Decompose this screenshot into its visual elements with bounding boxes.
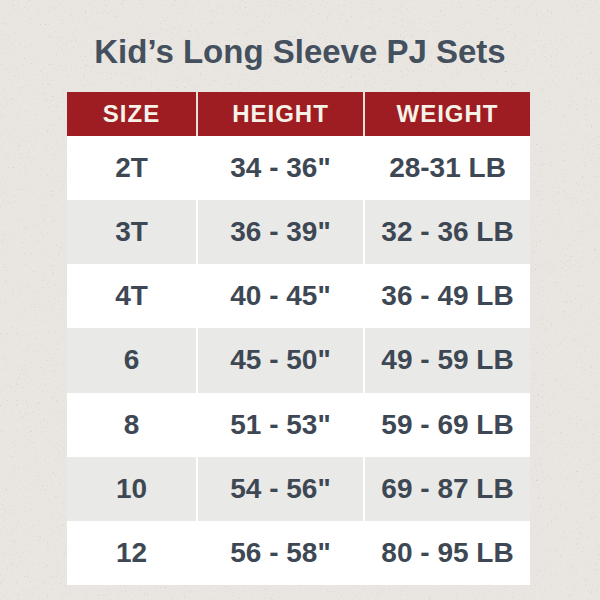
- table-row: 6 45 - 50" 49 - 59 LB: [67, 328, 530, 392]
- cell-weight: 32 - 36 LB: [363, 200, 530, 264]
- size-chart-page: Kid’s Long Sleeve PJ Sets SIZE HEIGHT WE…: [0, 0, 600, 600]
- cell-height: 56 - 58": [196, 521, 363, 585]
- cell-size: 6: [67, 328, 196, 392]
- cell-size: 3T: [67, 200, 196, 264]
- cell-height: 36 - 39": [196, 200, 363, 264]
- cell-size: 12: [67, 521, 196, 585]
- cell-weight: 59 - 69 LB: [363, 393, 530, 457]
- cell-weight: 80 - 95 LB: [363, 521, 530, 585]
- cell-height: 54 - 56": [196, 457, 363, 521]
- table-row: 3T 36 - 39" 32 - 36 LB: [67, 200, 530, 264]
- column-header-weight: WEIGHT: [363, 92, 530, 136]
- table-row: 8 51 - 53" 59 - 69 LB: [67, 393, 530, 457]
- table-row: 2T 34 - 36" 28-31 LB: [67, 136, 530, 200]
- cell-weight: 49 - 59 LB: [363, 328, 530, 392]
- cell-size: 8: [67, 393, 196, 457]
- table-row: 4T 40 - 45" 36 - 49 LB: [67, 264, 530, 328]
- cell-weight: 69 - 87 LB: [363, 457, 530, 521]
- cell-size: 10: [67, 457, 196, 521]
- cell-weight: 36 - 49 LB: [363, 264, 530, 328]
- cell-height: 40 - 45": [196, 264, 363, 328]
- cell-size: 2T: [67, 136, 196, 200]
- cell-height: 34 - 36": [196, 136, 363, 200]
- cell-weight: 28-31 LB: [363, 136, 530, 200]
- page-title: Kid’s Long Sleeve PJ Sets: [0, 33, 600, 71]
- cell-size: 4T: [67, 264, 196, 328]
- column-header-size: SIZE: [67, 92, 196, 136]
- cell-height: 51 - 53": [196, 393, 363, 457]
- table-row: 10 54 - 56" 69 - 87 LB: [67, 457, 530, 521]
- size-table: SIZE HEIGHT WEIGHT 2T 34 - 36" 28-31 LB …: [67, 92, 530, 585]
- cell-height: 45 - 50": [196, 328, 363, 392]
- table-header-row: SIZE HEIGHT WEIGHT: [67, 92, 530, 136]
- column-header-height: HEIGHT: [196, 92, 363, 136]
- table-row: 12 56 - 58" 80 - 95 LB: [67, 521, 530, 585]
